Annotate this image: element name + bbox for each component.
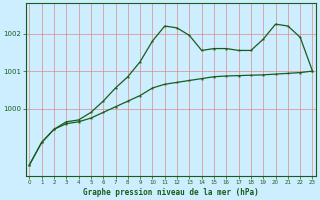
X-axis label: Graphe pression niveau de la mer (hPa): Graphe pression niveau de la mer (hPa) [83,188,259,197]
